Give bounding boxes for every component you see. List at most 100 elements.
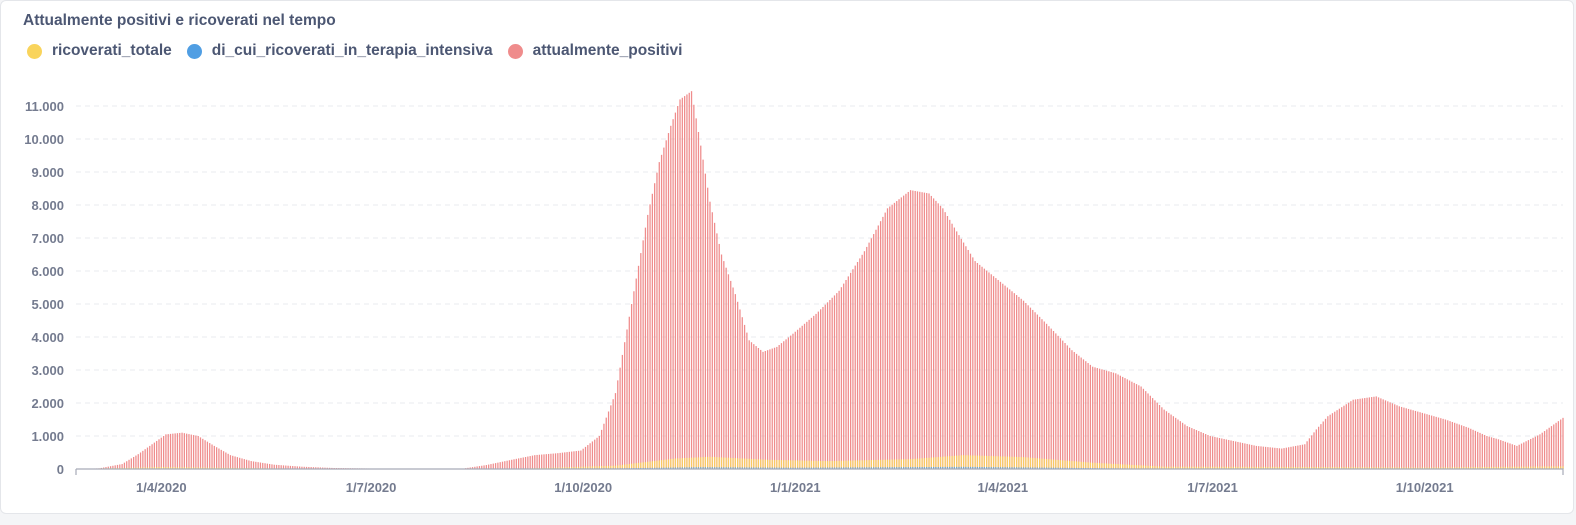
bar[interactable] [1122, 464, 1124, 469]
bar[interactable] [1018, 467, 1020, 469]
bar[interactable] [571, 451, 573, 469]
bar[interactable] [128, 459, 130, 469]
bar[interactable] [891, 459, 893, 469]
bar[interactable] [1048, 326, 1050, 469]
bar[interactable] [953, 227, 956, 469]
bar[interactable] [1253, 466, 1255, 469]
bar[interactable] [734, 467, 736, 469]
bar[interactable] [654, 183, 656, 469]
bar[interactable] [1039, 458, 1041, 469]
bar[interactable] [1075, 461, 1078, 469]
bar[interactable] [1223, 466, 1225, 469]
bar[interactable] [813, 460, 815, 469]
bar[interactable] [1258, 446, 1260, 469]
bar[interactable] [1043, 467, 1045, 469]
bar[interactable] [737, 467, 739, 469]
bar[interactable] [1440, 467, 1442, 469]
bar[interactable] [720, 457, 723, 469]
bar[interactable] [686, 94, 688, 469]
bar[interactable] [1237, 466, 1239, 469]
bar[interactable] [734, 458, 736, 469]
bar[interactable] [713, 467, 716, 469]
bar[interactable] [1172, 466, 1175, 469]
bar[interactable] [1276, 448, 1278, 469]
bar[interactable] [1396, 405, 1398, 469]
bar[interactable] [1165, 466, 1168, 469]
bar[interactable] [688, 92, 690, 470]
bar[interactable] [1034, 312, 1036, 469]
bar[interactable] [584, 446, 587, 469]
bar[interactable] [1158, 404, 1161, 469]
bar[interactable] [847, 467, 849, 469]
bar[interactable] [1557, 421, 1560, 469]
bar[interactable] [469, 467, 471, 469]
bar[interactable] [1288, 466, 1290, 469]
bar[interactable] [211, 444, 213, 469]
bar[interactable] [1454, 467, 1456, 469]
bar[interactable] [630, 463, 633, 469]
bar[interactable] [739, 309, 741, 470]
bar[interactable] [942, 466, 944, 469]
bar[interactable] [849, 460, 852, 469]
bar[interactable] [582, 466, 584, 469]
bar[interactable] [142, 467, 144, 469]
bar[interactable] [1133, 465, 1135, 469]
bar[interactable] [1234, 466, 1237, 469]
bar[interactable] [130, 467, 132, 469]
bar[interactable] [999, 281, 1002, 469]
bar[interactable] [983, 268, 985, 469]
bar[interactable] [1211, 466, 1214, 469]
bar[interactable] [1039, 467, 1041, 469]
bar[interactable] [697, 131, 700, 470]
bar[interactable] [833, 460, 836, 469]
bar[interactable] [658, 162, 660, 469]
bar[interactable] [884, 467, 886, 469]
bar[interactable] [1246, 443, 1248, 469]
bar[interactable] [561, 467, 564, 469]
bar[interactable] [1407, 467, 1410, 469]
bar[interactable] [1477, 467, 1479, 469]
bar[interactable] [1419, 412, 1421, 469]
bar[interactable] [580, 450, 582, 469]
bar[interactable] [919, 458, 921, 469]
bar[interactable] [873, 234, 875, 469]
bar[interactable] [697, 457, 700, 469]
bar[interactable] [762, 351, 764, 469]
bar[interactable] [1511, 466, 1513, 469]
bar[interactable] [1495, 438, 1497, 469]
bar[interactable] [1297, 445, 1299, 469]
bar[interactable] [601, 429, 603, 469]
bar[interactable] [1294, 445, 1297, 469]
bar[interactable] [490, 464, 492, 469]
bar[interactable] [222, 451, 225, 469]
bar[interactable] [483, 465, 485, 469]
bar[interactable] [937, 466, 939, 469]
bar[interactable] [753, 467, 755, 469]
bar[interactable] [1347, 467, 1350, 469]
bar[interactable] [580, 466, 582, 469]
bar[interactable] [250, 461, 252, 469]
bar[interactable] [614, 393, 617, 469]
bar[interactable] [501, 461, 504, 469]
bar[interactable] [209, 443, 211, 469]
bar[interactable] [538, 454, 541, 469]
bar[interactable] [787, 337, 790, 469]
bar[interactable] [976, 466, 979, 469]
bar[interactable] [1449, 421, 1451, 469]
bar[interactable] [566, 452, 568, 469]
bar[interactable] [552, 453, 554, 469]
bar[interactable] [1550, 466, 1553, 469]
bar[interactable] [204, 467, 206, 469]
bar[interactable] [1062, 340, 1064, 469]
bar[interactable] [799, 327, 801, 469]
bar[interactable] [944, 212, 946, 469]
bar[interactable] [1546, 466, 1548, 469]
bar[interactable] [1009, 456, 1011, 469]
bar[interactable] [1145, 465, 1147, 469]
bar[interactable] [635, 278, 637, 469]
bar[interactable] [1470, 428, 1472, 469]
bar[interactable] [130, 458, 132, 469]
bar[interactable] [1382, 467, 1384, 469]
bar[interactable] [310, 467, 312, 469]
bar[interactable] [969, 253, 972, 469]
